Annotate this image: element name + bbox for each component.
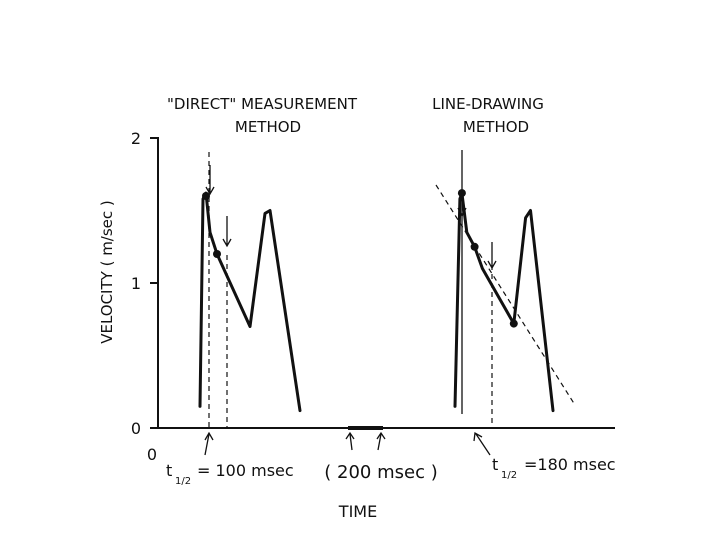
highlight-point-3	[457, 189, 466, 198]
left-half-arrow	[222, 216, 232, 248]
curves	[198, 191, 555, 413]
direct-method-curve	[198, 191, 302, 413]
right-title-line1: LINE-DRAWING	[432, 95, 544, 113]
right-t-half-annotation: =180 msec	[524, 455, 616, 474]
highlight-markers	[202, 189, 518, 328]
highlight-point-4	[470, 242, 479, 251]
scale-bar-right-arrow	[376, 431, 386, 451]
x-origin-label: 0	[147, 445, 157, 464]
right-t-half-sub: 1/2	[501, 470, 517, 481]
left-t-half-arrow	[204, 431, 214, 456]
right-title-line2: METHOD	[463, 118, 529, 136]
y-axis-label: VELOCITY ( m/sec )	[98, 200, 116, 344]
highlight-point-5	[509, 319, 518, 328]
right-half-arrow	[487, 242, 497, 270]
y-tick-label-1: 1	[131, 274, 141, 293]
right-t-half-main: t	[492, 455, 498, 474]
right-extrapolation-line	[435, 184, 576, 406]
left-peak-arrow	[205, 165, 215, 196]
left-title-line2: METHOD	[235, 118, 301, 136]
right-t-half-arrow	[473, 431, 491, 456]
y-tick-label-2: 2	[131, 129, 141, 148]
left-title-line1: "DIRECT" MEASUREMENT	[167, 95, 358, 113]
left-t-half-sub: 1/2	[175, 476, 191, 487]
right-small-arrow	[457, 207, 467, 218]
y-tick-label-0: 0	[131, 419, 141, 438]
scale-bar-label: ( 200 msec )	[324, 462, 437, 483]
x-axis-label: TIME	[338, 502, 377, 521]
scale-bar-left-arrow	[345, 431, 355, 451]
highlight-point-2	[213, 250, 221, 258]
highlight-point-1	[202, 192, 210, 200]
left-t-half-annotation: = 100 msec	[197, 461, 294, 480]
y-ticks: 0 1 2	[131, 129, 158, 438]
left-t-half-main: t	[166, 461, 172, 480]
line-drawing-method-curve	[453, 191, 555, 413]
